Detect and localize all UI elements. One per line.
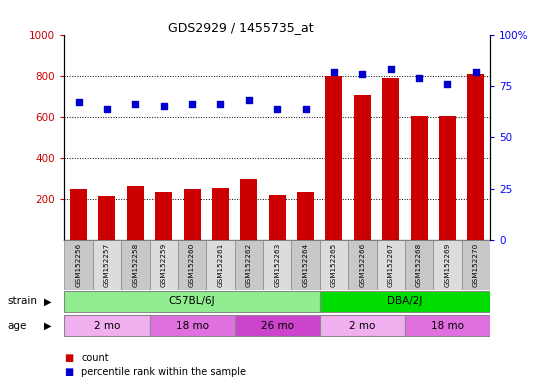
Text: ■: ■ — [64, 353, 74, 363]
Bar — [354, 95, 371, 240]
Bar — [320, 240, 348, 290]
Bar — [405, 315, 490, 336]
Bar — [93, 240, 121, 290]
Bar — [70, 189, 87, 240]
Point — [188, 101, 197, 108]
Text: GDS2929 / 1455735_at: GDS2929 / 1455735_at — [168, 21, 314, 34]
Bar — [235, 315, 320, 336]
Text: GSM152266: GSM152266 — [360, 243, 365, 287]
Bar — [64, 240, 93, 290]
Point — [244, 97, 253, 103]
Bar — [150, 315, 235, 336]
Bar — [320, 291, 490, 312]
Text: GSM152270: GSM152270 — [473, 243, 479, 287]
Text: ▶: ▶ — [44, 321, 52, 331]
Bar — [433, 240, 461, 290]
Bar — [99, 196, 115, 240]
Text: GSM152259: GSM152259 — [161, 243, 167, 287]
Bar — [263, 240, 291, 290]
Point — [301, 106, 310, 112]
Bar — [320, 315, 405, 336]
Bar — [376, 240, 405, 290]
Text: GSM152256: GSM152256 — [76, 243, 82, 287]
Point — [358, 71, 367, 77]
Bar — [325, 76, 343, 240]
Bar — [382, 78, 399, 240]
Bar — [410, 116, 428, 240]
Bar — [297, 192, 314, 240]
Text: DBA/2J: DBA/2J — [387, 296, 423, 306]
Point — [443, 81, 452, 87]
Text: 26 mo: 26 mo — [261, 321, 293, 331]
Text: count: count — [81, 353, 109, 363]
Text: strain: strain — [7, 296, 38, 306]
Text: GSM152265: GSM152265 — [331, 243, 337, 287]
Point — [414, 74, 423, 81]
Text: ▶: ▶ — [44, 296, 52, 306]
Text: 18 mo: 18 mo — [431, 321, 464, 331]
Bar — [206, 240, 235, 290]
Bar — [127, 185, 144, 240]
Text: GSM152260: GSM152260 — [189, 243, 195, 287]
Bar — [150, 240, 178, 290]
Text: 18 mo: 18 mo — [176, 321, 208, 331]
Bar — [64, 291, 320, 312]
Point — [273, 106, 282, 112]
Bar — [64, 315, 150, 336]
Text: percentile rank within the sample: percentile rank within the sample — [81, 367, 246, 377]
Point — [472, 68, 480, 74]
Bar — [155, 192, 172, 240]
Bar — [467, 74, 484, 240]
Bar — [235, 240, 263, 290]
Text: age: age — [7, 321, 27, 331]
Text: GSM152269: GSM152269 — [445, 243, 450, 287]
Bar — [405, 240, 433, 290]
Text: 2 mo: 2 mo — [349, 321, 376, 331]
Point — [159, 103, 168, 109]
Text: GSM152257: GSM152257 — [104, 243, 110, 287]
Bar — [269, 195, 286, 240]
Bar — [240, 179, 258, 240]
Text: GSM152258: GSM152258 — [132, 243, 138, 287]
Point — [74, 99, 83, 106]
Text: GSM152262: GSM152262 — [246, 243, 252, 287]
Point — [102, 106, 111, 112]
Text: GSM152261: GSM152261 — [217, 243, 223, 287]
Bar — [461, 240, 490, 290]
Point — [216, 101, 225, 108]
Bar — [121, 240, 150, 290]
Bar — [178, 240, 206, 290]
Point — [329, 68, 338, 74]
Text: C57BL/6J: C57BL/6J — [169, 296, 216, 306]
Bar — [212, 188, 229, 240]
Text: GSM152267: GSM152267 — [388, 243, 394, 287]
Bar — [291, 240, 320, 290]
Point — [386, 66, 395, 73]
Bar — [184, 189, 200, 240]
Text: 2 mo: 2 mo — [94, 321, 120, 331]
Point — [131, 101, 140, 108]
Bar — [439, 116, 456, 240]
Text: GSM152268: GSM152268 — [416, 243, 422, 287]
Bar — [348, 240, 376, 290]
Text: GSM152263: GSM152263 — [274, 243, 280, 287]
Text: GSM152264: GSM152264 — [302, 243, 309, 287]
Text: ■: ■ — [64, 367, 74, 377]
